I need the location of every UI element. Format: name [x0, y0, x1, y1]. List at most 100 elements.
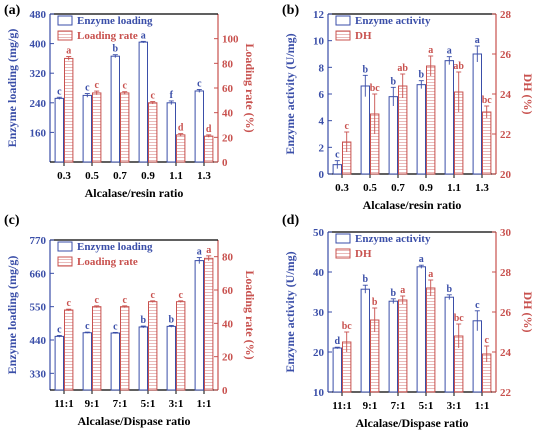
- bar-right-series: [64, 309, 74, 391]
- x-tick-label: 0.7: [391, 182, 405, 194]
- right-tick-label: 0: [222, 385, 228, 397]
- panel-label: (d): [282, 213, 299, 228]
- bar-left-series: [54, 97, 64, 163]
- right-tick-label: 80: [222, 58, 234, 70]
- x-tick-label: 0.5: [85, 170, 99, 182]
- significance-label: a: [475, 35, 480, 46]
- bar-left-series: [166, 325, 177, 391]
- legend-label: Loading rate: [77, 256, 138, 268]
- significance-label: ab: [397, 63, 408, 74]
- bar-left-series: [82, 332, 92, 391]
- bar-right-series: [482, 111, 492, 175]
- significance-label: bc: [342, 321, 353, 332]
- y-axis-label: Enzyme loading (mg/g): [5, 29, 19, 148]
- significance-label: a: [419, 254, 424, 265]
- right-tick-label: 0: [222, 157, 228, 169]
- significance-label: b: [141, 315, 147, 326]
- panel-label: (b): [282, 3, 299, 18]
- significance-label: c: [94, 80, 99, 91]
- legend-swatch: [335, 248, 351, 259]
- right-tick-label: 100: [222, 34, 239, 46]
- left-tick-label: 4: [319, 116, 325, 128]
- bar-right-series: [426, 287, 436, 393]
- y2-axis-label: Loading rate (%): [243, 270, 257, 359]
- x-tick-label: 3:1: [169, 398, 184, 410]
- significance-label: a: [400, 285, 405, 296]
- significance-label: ab: [453, 61, 464, 72]
- x-tick-label: 1.3: [197, 170, 211, 182]
- significance-label: b: [363, 64, 369, 75]
- left-tick-label: 240: [30, 98, 47, 110]
- bar-right-series: [204, 257, 214, 391]
- right-tick-label: 22: [500, 387, 512, 399]
- x-tick-label: 11:1: [332, 400, 352, 412]
- bar-right-series: [64, 57, 74, 163]
- bar-left-series: [416, 84, 427, 175]
- bar-right-series: [120, 92, 130, 163]
- bar-left-series: [110, 55, 120, 163]
- x-tick-label: 9:1: [363, 400, 378, 412]
- significance-label: c: [122, 295, 127, 306]
- significance-label: b: [113, 44, 119, 55]
- significance-label: b: [372, 297, 378, 308]
- left-tick-label: 10: [313, 36, 325, 48]
- significance-label: a: [66, 46, 71, 57]
- x-tick-label: 1:1: [197, 398, 212, 410]
- bar-left-series: [194, 90, 205, 163]
- bar-left-series: [138, 41, 149, 163]
- left-tick-label: 50: [313, 227, 325, 239]
- bar-right-series: [148, 301, 158, 391]
- x-tick-label: 1.1: [169, 170, 183, 182]
- panel-d: (d) 10 20 30 40 50 22 24 26 28 30 Enzyme activity (…: [282, 213, 535, 430]
- y2-axis-label: DH (%): [521, 74, 535, 115]
- y2-axis-label: DH (%): [521, 292, 535, 333]
- legend-label: Enzyme activity: [355, 233, 431, 245]
- bar-left-series: [82, 94, 92, 163]
- legend-label: Enzyme activity: [355, 15, 431, 27]
- bar-left-series: [138, 326, 149, 391]
- significance-label: b: [447, 284, 453, 295]
- significance-label: c: [57, 86, 62, 97]
- bar-left-series: [388, 96, 399, 175]
- left-tick-label: 550: [30, 302, 47, 314]
- significance-label: c: [85, 83, 90, 94]
- right-tick-label: 22: [500, 129, 512, 141]
- bar-left-series: [472, 320, 483, 393]
- left-tick-label: 30: [313, 307, 325, 319]
- x-axis-label: Alcalase/Dispase ratio: [356, 416, 469, 430]
- significance-label: d: [206, 124, 212, 135]
- x-tick-label: 7:1: [391, 400, 406, 412]
- significance-label: bc: [370, 83, 381, 94]
- significance-label: c: [57, 324, 62, 335]
- left-tick-label: 8: [319, 62, 325, 74]
- x-axis-label: Alcalase/Dispase ratio: [78, 414, 191, 428]
- left-tick-label: 2: [319, 142, 325, 154]
- x-tick-label: 11:1: [54, 398, 74, 410]
- right-tick-label: 80: [222, 252, 234, 264]
- significance-label: d: [178, 123, 184, 134]
- right-tick-label: 20: [222, 352, 234, 364]
- legend-swatch: [57, 15, 73, 26]
- legend-label: DH: [355, 30, 372, 42]
- bar-right-series: [176, 301, 186, 391]
- bar-left-series: [110, 332, 120, 391]
- x-axis-label: Alcalase/resin ratio: [363, 198, 462, 212]
- right-tick-label: 40: [222, 108, 234, 120]
- x-tick-label: 1:1: [475, 400, 490, 412]
- bar-right-series: [398, 299, 408, 393]
- significance-label: c: [66, 298, 71, 309]
- significance-label: b: [419, 70, 425, 81]
- y-axis-label: Enzyme activity (U/mg): [283, 251, 297, 372]
- left-tick-label: 770: [30, 235, 47, 247]
- right-tick-label: 30: [500, 227, 512, 239]
- significance-label: a: [197, 247, 202, 258]
- legend-swatch: [57, 256, 73, 267]
- significance-label: c: [344, 121, 349, 132]
- significance-label: a: [428, 45, 433, 56]
- legend-swatch: [57, 241, 73, 252]
- bar-left-series: [194, 260, 205, 391]
- significance-label: c: [475, 300, 480, 311]
- significance-label: c: [335, 150, 340, 161]
- x-tick-label: 1.3: [475, 182, 489, 194]
